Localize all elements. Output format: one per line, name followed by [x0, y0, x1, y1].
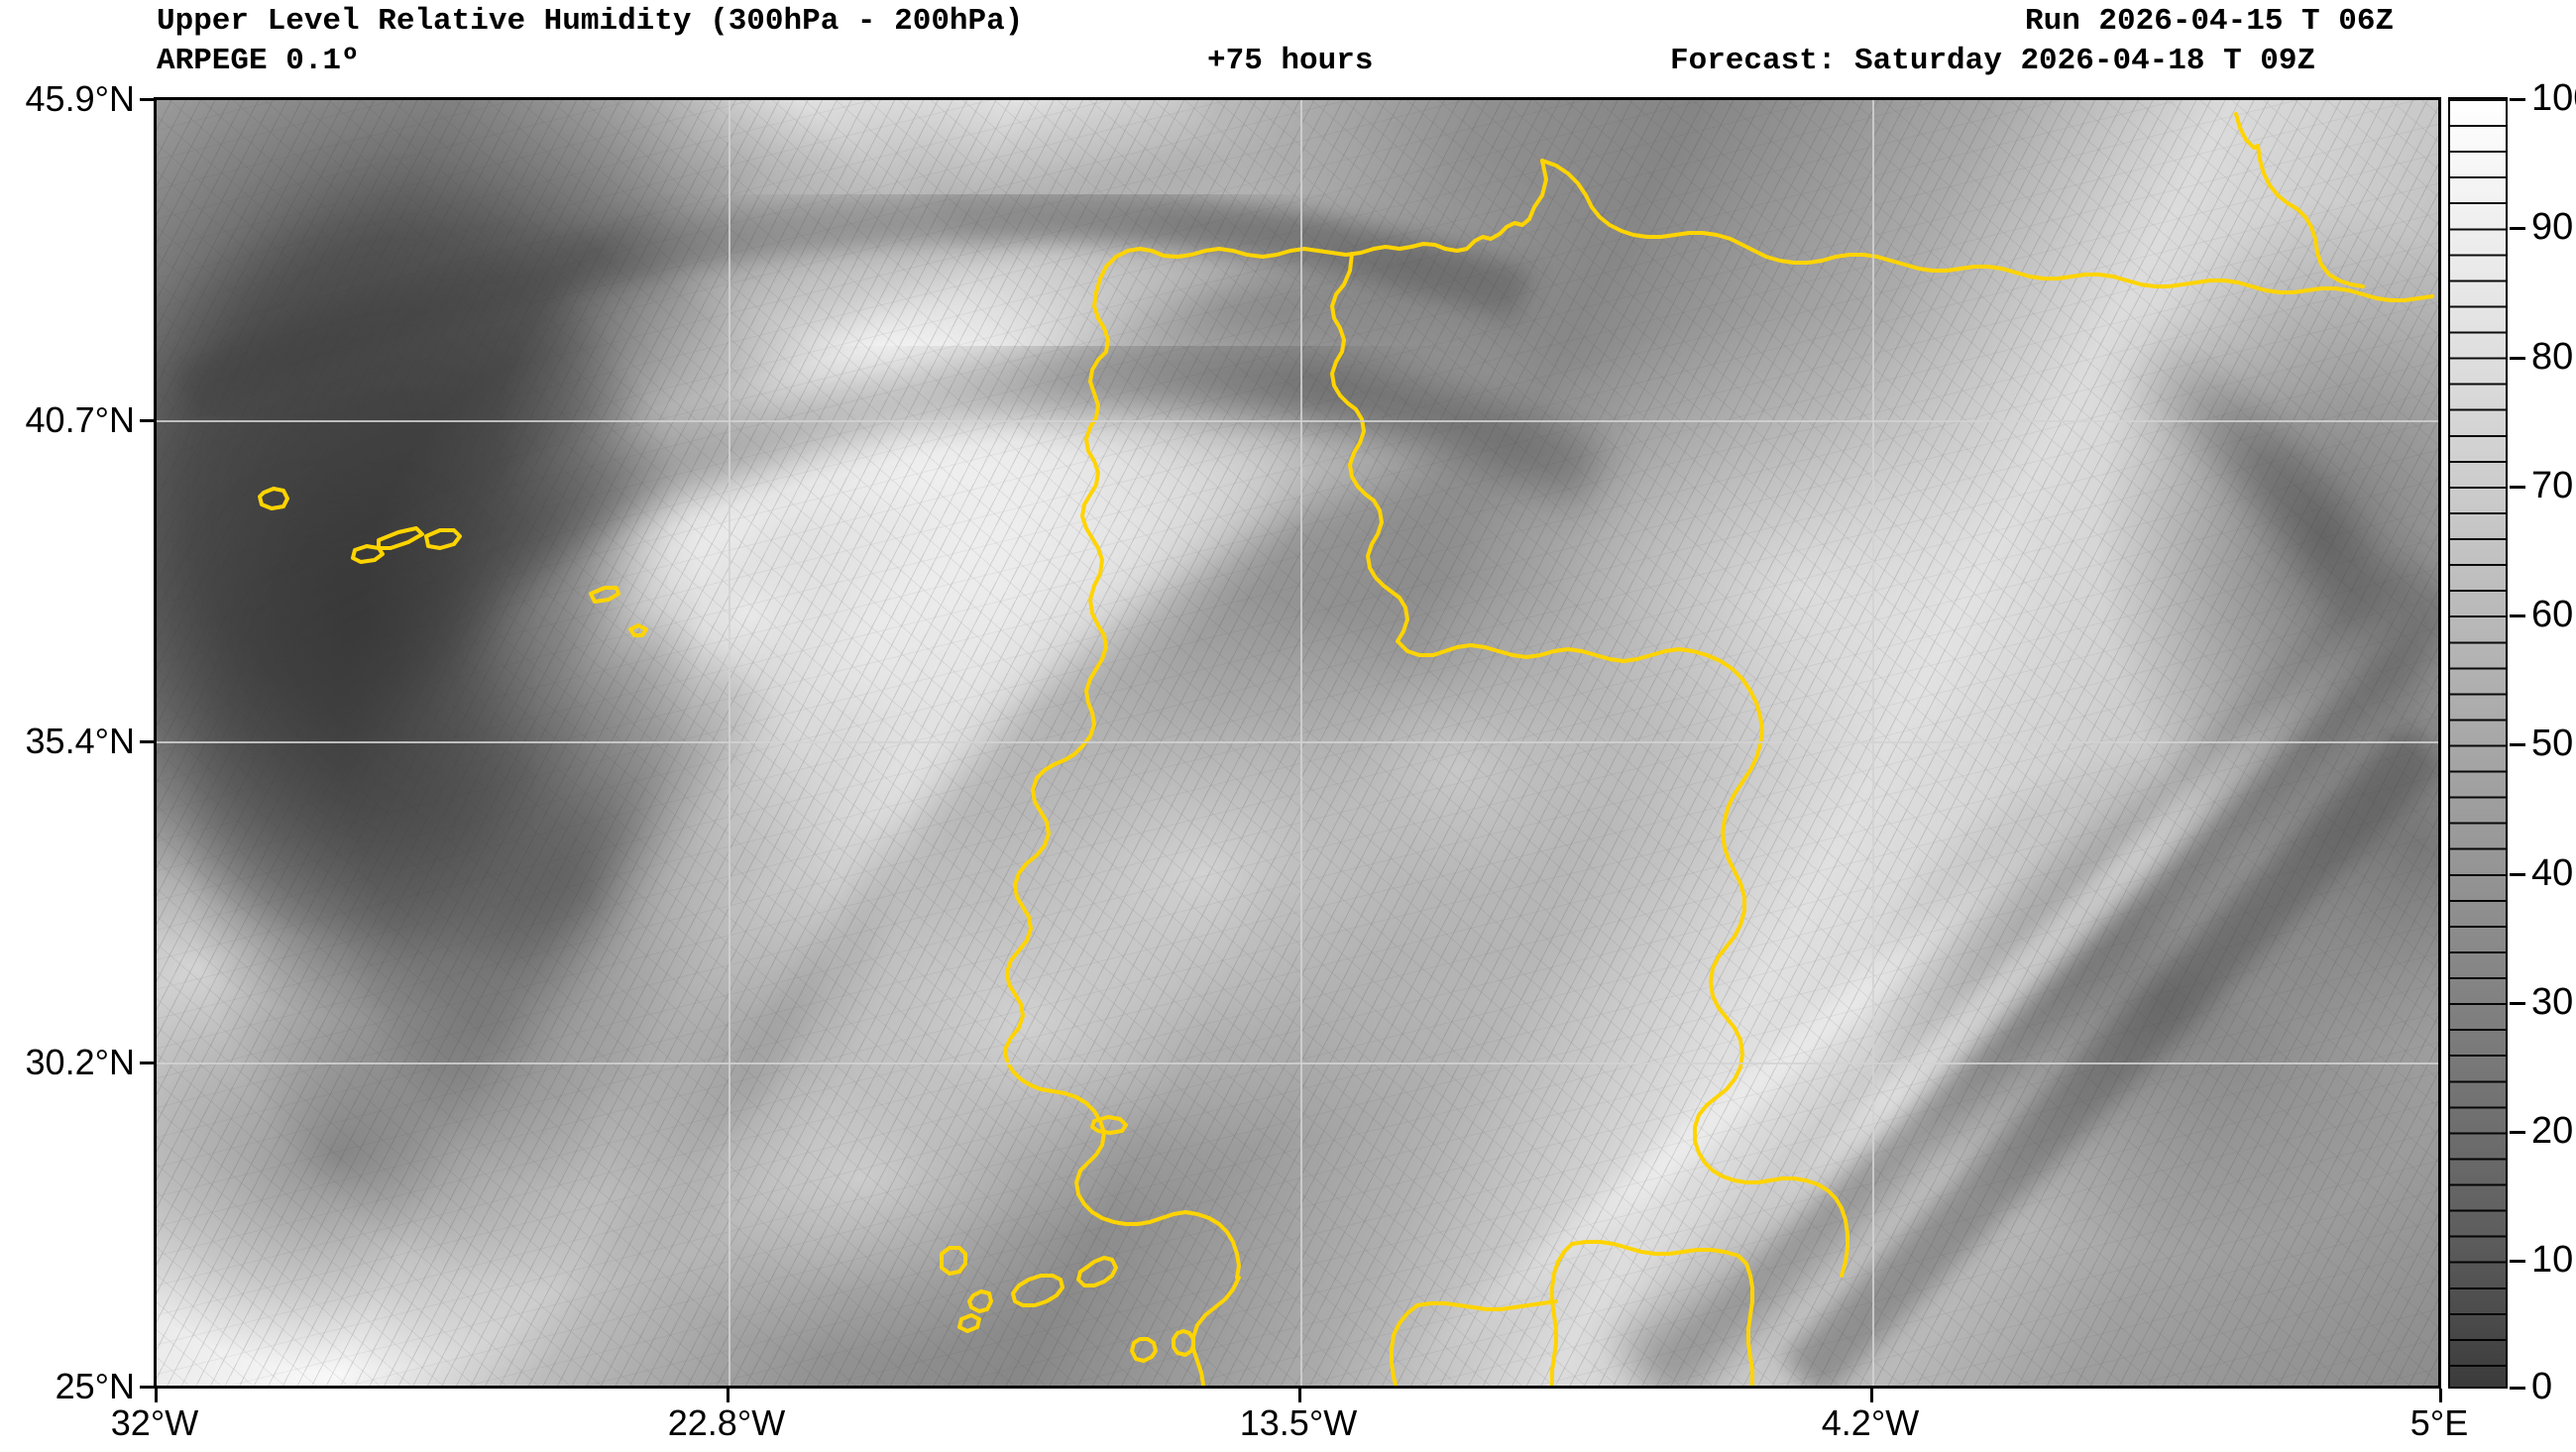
morocco-south-border [1415, 1299, 1558, 1311]
tick-lat-30.2 [140, 1061, 154, 1064]
axis-label-lon-32W: 32°W [110, 1402, 199, 1443]
colorbar-label-50: 50 [2531, 723, 2574, 764]
colorbar-tick-100 [2510, 98, 2525, 101]
axis-label-lon-4.2W: 4.2°W [1821, 1402, 1920, 1443]
gridline-lat-35.4 [157, 741, 2438, 743]
france-north-coast [1540, 159, 2434, 302]
azores-island-sao-miguel [589, 586, 620, 604]
canary-island-la-gomera [967, 1289, 993, 1313]
azores-island-santa-maria [628, 623, 648, 637]
portugal-spain-border [1330, 252, 1409, 643]
spain-mediterranean-coast [1396, 639, 1764, 1020]
western-sahara-border [1550, 1242, 1574, 1386]
chart-title: Upper Level Relative Humidity (300hPa - … [157, 4, 1024, 39]
tick-lon-32W [155, 1389, 158, 1402]
axis-label-lat-35.4: 35.4°N [25, 721, 135, 761]
axis-label-lon-22.8W: 22.8°W [667, 1402, 786, 1443]
canary-island-gran-canaria [1076, 1256, 1118, 1287]
gridline-lat-40.7 [157, 420, 2438, 422]
mauritania-border [1390, 1303, 1419, 1386]
colorbar-label-30: 30 [2531, 981, 2574, 1023]
colorbar-tick-60 [2510, 614, 2525, 617]
axis-label-lat-45.9: 45.9°N [25, 78, 135, 119]
colorbar-tick-10 [2510, 1260, 2525, 1263]
colorbar-tick-90 [2510, 227, 2525, 230]
forecast-time-label: Forecast: Saturday 2026-04-18 T 09Z [1670, 44, 2316, 78]
colorbar-label-100: 100 [2531, 77, 2576, 119]
gridline-lat-30.2 [157, 1062, 2438, 1064]
channel-coast [2234, 112, 2260, 150]
gridline-lon-4.2W [1872, 100, 1874, 1386]
colorbar-label-40: 40 [2531, 852, 2574, 894]
axis-label-lat-40.7: 40.7°N [25, 399, 135, 440]
tick-lon-4.2W [1870, 1389, 1873, 1402]
axis-label-lat-25: 25°N [55, 1366, 135, 1406]
canary-island-la-palma [940, 1246, 967, 1276]
colorbar-label-70: 70 [2531, 465, 2574, 506]
colorbar-tick-80 [2510, 357, 2525, 360]
model-label: ARPEGE 0.1º [157, 44, 360, 78]
colorbar-label-0: 0 [2531, 1366, 2553, 1407]
tick-lat-25 [140, 1386, 154, 1389]
colorbar-tick-50 [2510, 743, 2525, 746]
run-time-label: Run 2026-04-15 T 06Z [2025, 4, 2395, 39]
axis-label-lat-30.2: 30.2°N [25, 1042, 135, 1082]
gridline-lon-22.8W [728, 100, 730, 1386]
canary-island-tenerife [1011, 1274, 1064, 1307]
morocco-atlantic-coast [1191, 1276, 1241, 1386]
tick-lon-22.8W [727, 1389, 729, 1402]
canary-island-el-hierro [957, 1313, 981, 1333]
azores-island-sao-jorge [351, 544, 385, 564]
colorbar-label-20: 20 [2531, 1110, 2574, 1152]
tick-lon-13.5W [1298, 1389, 1301, 1402]
azores-island-flores [258, 487, 289, 510]
algeria-coast [1693, 1016, 1849, 1278]
azores-island-faial-pico [377, 526, 424, 550]
colorbar [2448, 97, 2508, 1389]
lead-time-label: +75 hours [1207, 44, 1374, 78]
colorbar-label-60: 60 [2531, 594, 2574, 635]
weather-map-plot[interactable] [154, 97, 2441, 1389]
chart-header: Upper Level Relative Humidity (300hPa - … [0, 0, 2576, 95]
coastline-overlay [258, 112, 2434, 1386]
canary-island-lanzarote [1172, 1329, 1195, 1357]
azores-island-terceira [424, 528, 462, 550]
colorbar-tick-70 [2510, 486, 2525, 489]
colorbar-tick-40 [2510, 873, 2525, 876]
axis-label-lon-13.5W: 13.5°W [1239, 1402, 1358, 1443]
colorbar-label-10: 10 [2531, 1239, 2574, 1281]
colorbar-label-90: 90 [2531, 206, 2574, 248]
colorbar-tick-0 [2510, 1387, 2525, 1390]
iberia-coastline-west [1003, 159, 1548, 1280]
canary-island-fuerteventura [1130, 1337, 1158, 1363]
map-canvas [157, 100, 2438, 1386]
colorbar-tick-30 [2510, 1002, 2525, 1005]
colorbar-tick-20 [2510, 1131, 2525, 1134]
tick-lat-45.9 [140, 98, 154, 101]
colorbar-contour-ticks [2450, 99, 2506, 1387]
algeria-morocco-border [1570, 1240, 1754, 1386]
axis-label-lon-5E: 5°E [2409, 1402, 2469, 1443]
madeira-island [1090, 1115, 1128, 1135]
france-border-east [2256, 144, 2365, 288]
gridline-lon-13.5W [1300, 100, 1302, 1386]
colorbar-label-80: 80 [2531, 336, 2574, 378]
tick-lat-35.4 [140, 740, 154, 743]
tick-lat-40.7 [140, 419, 154, 422]
tick-lon-5E [2439, 1389, 2442, 1402]
